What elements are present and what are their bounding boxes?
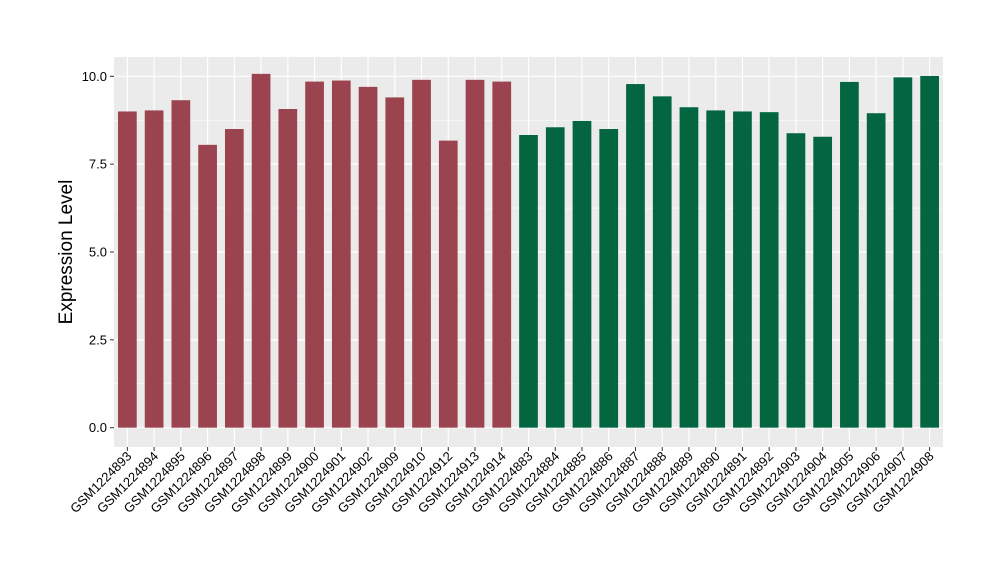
bar-GSM1224907 <box>893 77 913 428</box>
y-tick-label: 2.5 <box>89 332 107 347</box>
bar-GSM1224893 <box>118 111 137 428</box>
bar-GSM1224914 <box>492 81 512 428</box>
bar-GSM1224889 <box>679 107 699 428</box>
y-tick-label: 7.5 <box>89 157 107 172</box>
bar-GSM1224908 <box>920 75 939 428</box>
bar-GSM1224883 <box>519 135 538 428</box>
bar-GSM1224895 <box>171 100 191 428</box>
bar-GSM1224896 <box>198 144 217 428</box>
bar-GSM1224897 <box>224 129 244 428</box>
bar-GSM1224888 <box>652 96 672 428</box>
bar-GSM1224902 <box>358 86 378 428</box>
y-tick-label: 10.0 <box>82 69 107 84</box>
bar-GSM1224905 <box>840 81 859 428</box>
y-axis-title: Expression Level <box>56 180 77 325</box>
y-tick-label: 5.0 <box>89 245 107 260</box>
bar-GSM1224912 <box>438 140 458 428</box>
bar-GSM1224906 <box>866 113 886 428</box>
bar-GSM1224899 <box>278 109 298 428</box>
y-tick-label: 0.0 <box>89 420 107 435</box>
bar-GSM1224910 <box>412 79 431 428</box>
bar-GSM1224894 <box>144 110 164 428</box>
bar-GSM1224890 <box>706 110 726 428</box>
y-axis: 0.0 2.5 5.0 7.5 10.0 <box>82 69 114 435</box>
bar-GSM1224909 <box>385 97 405 428</box>
bar-GSM1224892 <box>759 112 779 428</box>
bar-GSM1224901 <box>331 80 351 428</box>
bar-GSM1224898 <box>251 73 271 428</box>
bar-GSM1224891 <box>733 111 752 428</box>
bar-GSM1224886 <box>599 129 619 428</box>
bar-GSM1224885 <box>572 120 592 428</box>
bar-GSM1224904 <box>813 136 833 428</box>
bar-GSM1224900 <box>305 81 324 428</box>
bars <box>118 73 939 428</box>
bar-GSM1224887 <box>626 84 645 428</box>
bar-GSM1224903 <box>786 133 806 428</box>
x-axis: GSM1224893GSM1224894GSM1224895GSM1224896… <box>67 447 937 516</box>
bar-GSM1224884 <box>545 127 565 428</box>
bar-GSM1224913 <box>465 79 485 428</box>
